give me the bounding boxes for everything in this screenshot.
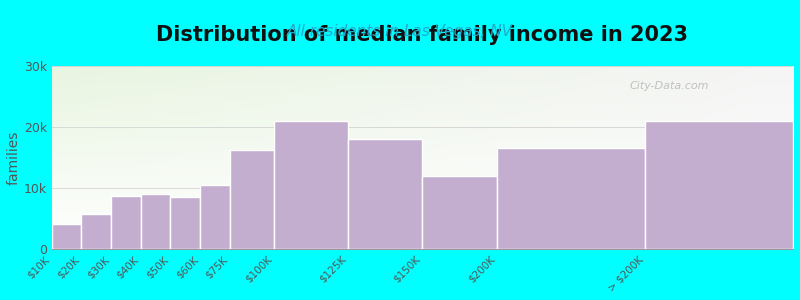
Bar: [274, 121, 348, 249]
Bar: [82, 214, 111, 249]
Bar: [52, 224, 82, 249]
Text: City-Data.com: City-Data.com: [630, 81, 710, 91]
Title: Distribution of median family income in 2023: Distribution of median family income in …: [156, 25, 688, 45]
Bar: [141, 194, 170, 249]
Y-axis label: families: families: [7, 130, 21, 185]
Bar: [111, 196, 141, 249]
Bar: [170, 197, 200, 249]
Bar: [230, 150, 274, 249]
Bar: [200, 185, 230, 249]
Text: All residents in Las Vegas, NV: All residents in Las Vegas, NV: [287, 24, 513, 39]
Bar: [348, 139, 422, 249]
Bar: [422, 176, 497, 249]
Bar: [497, 148, 645, 249]
Bar: [645, 121, 793, 249]
